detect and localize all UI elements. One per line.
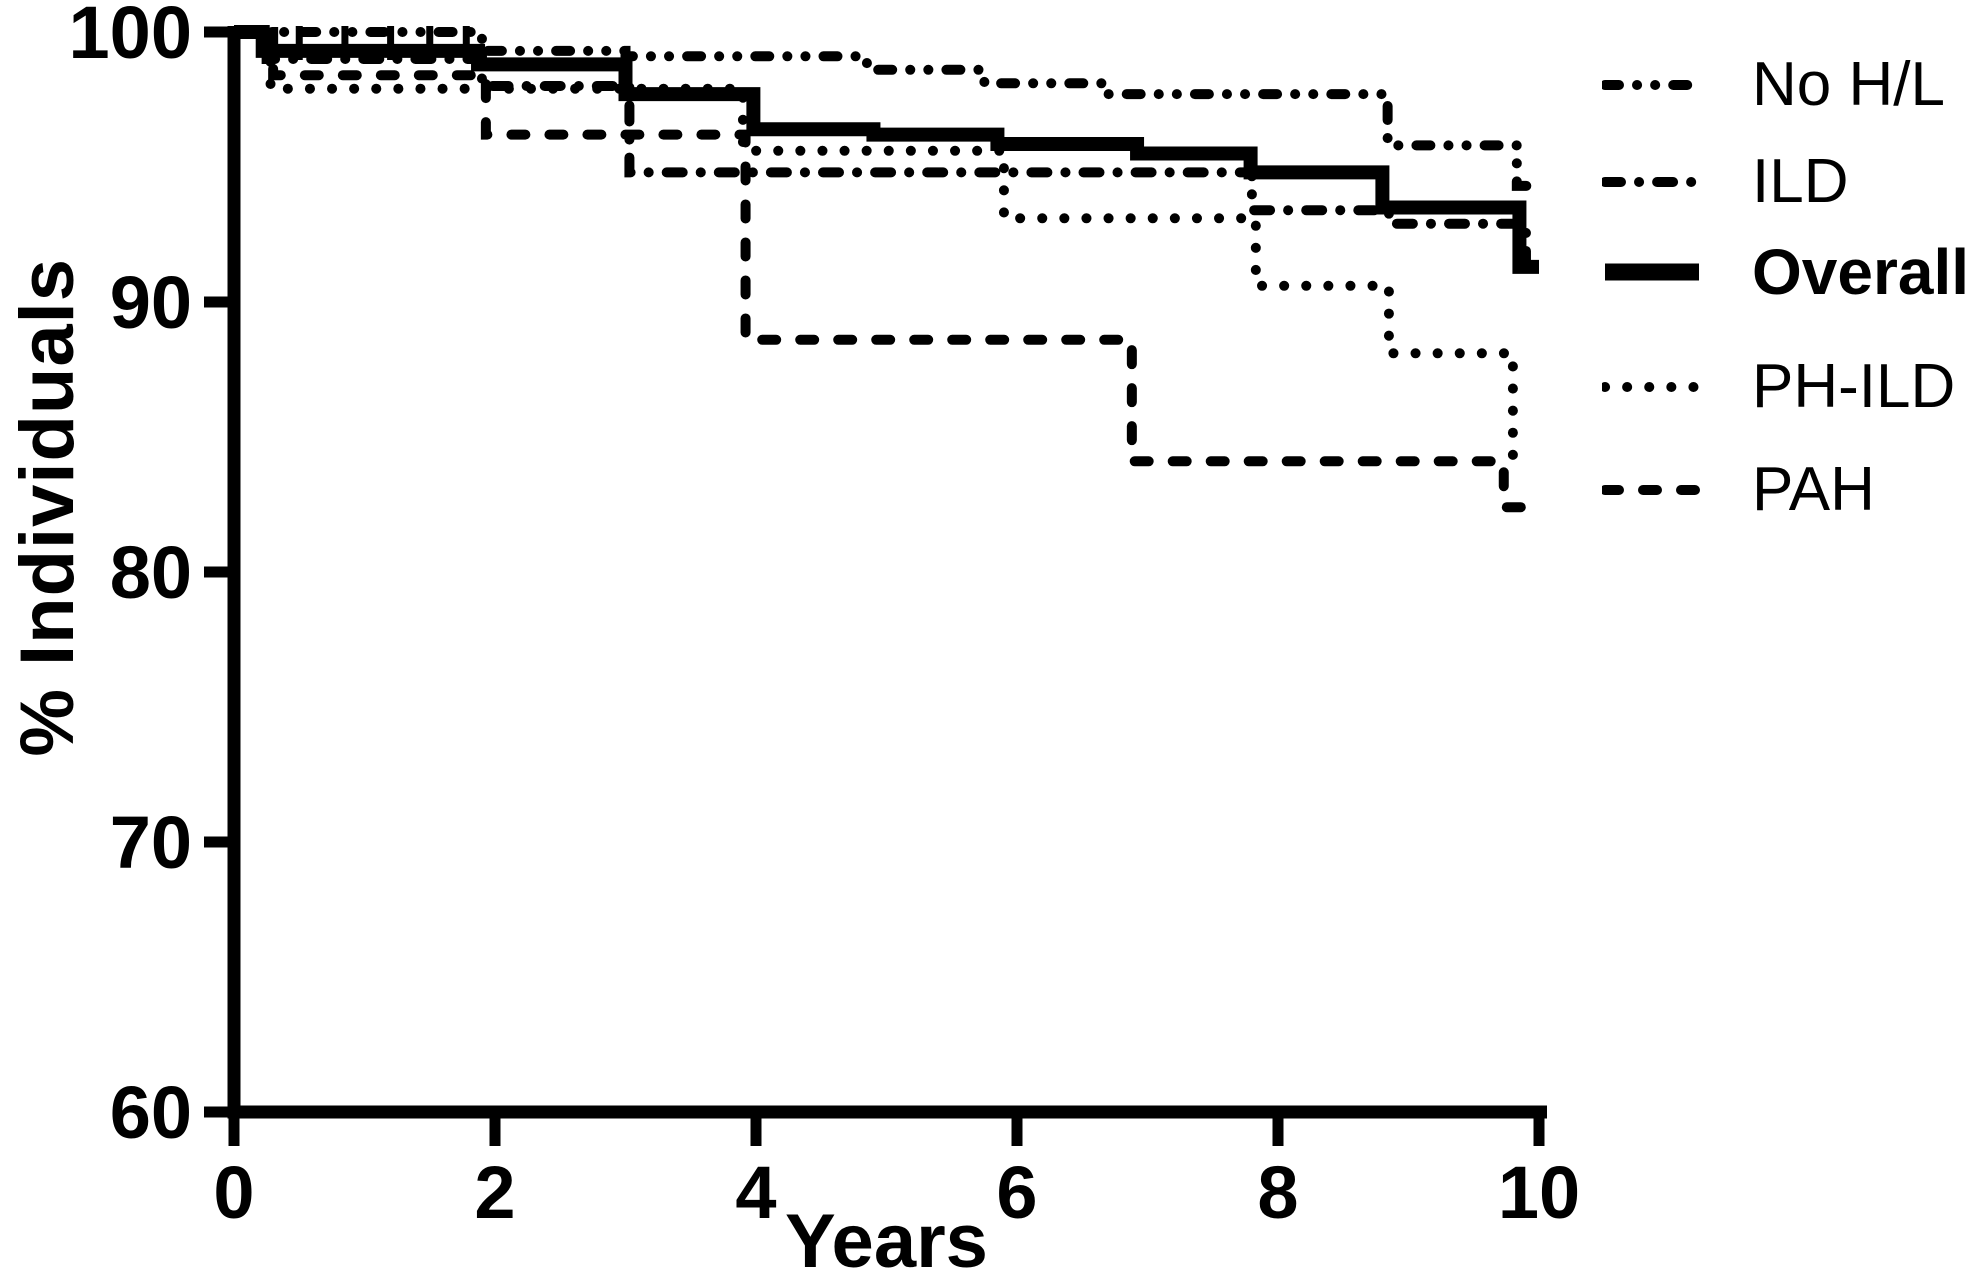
- series-path-overall: [234, 25, 1539, 274]
- x-tick-label: 8: [1257, 1151, 1298, 1234]
- y-tick-label: 60: [110, 1071, 192, 1154]
- y-tick-label: 90: [110, 261, 192, 344]
- series-path-pah: [229, 27, 1544, 513]
- series-path-ph-ild: [229, 27, 1518, 461]
- y-tick-label: 100: [69, 0, 192, 74]
- series-path-ild: [229, 27, 1544, 272]
- series-path-no-h-l: [229, 27, 1544, 191]
- x-tick-label: 4: [735, 1151, 776, 1234]
- y-axis-title: % Individuals: [5, 258, 90, 757]
- x-tick-label: 2: [474, 1151, 515, 1234]
- y-tick-label: 80: [110, 531, 192, 614]
- y-tick-label: 70: [110, 801, 192, 884]
- x-tick-label: 10: [1498, 1151, 1580, 1234]
- x-axis-title: Years: [785, 1199, 988, 1274]
- x-tick-label: 0: [213, 1151, 254, 1234]
- x-tick-label: 6: [996, 1151, 1037, 1234]
